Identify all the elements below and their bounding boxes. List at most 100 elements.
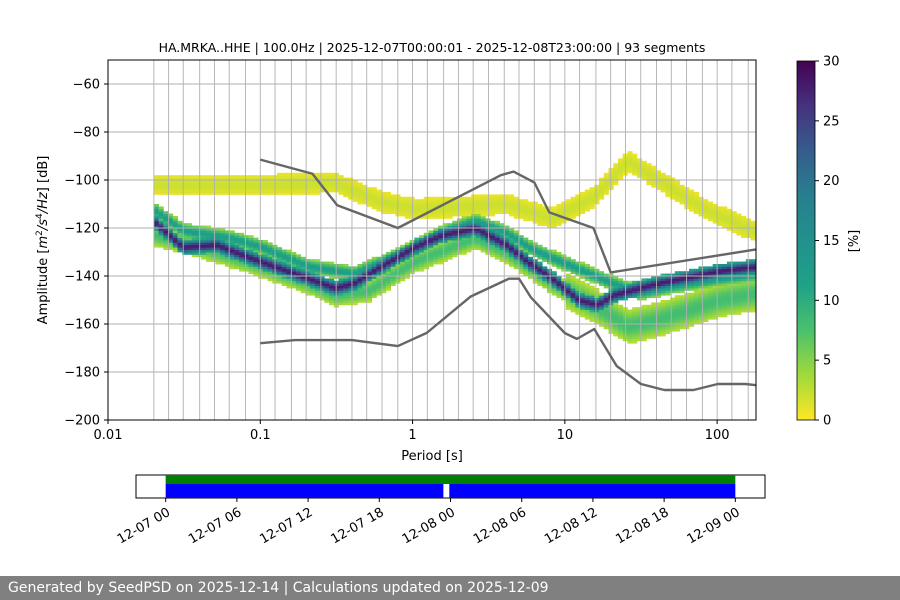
psd-density-cell — [741, 278, 747, 282]
psd-density-cell — [651, 288, 657, 291]
psd-density-cell — [736, 261, 742, 265]
psd-density-cell — [366, 189, 373, 193]
psd-density-cell — [556, 220, 562, 224]
psd-density-cell — [357, 192, 363, 195]
psd-density-cell — [276, 254, 283, 258]
psd-density-cell — [665, 182, 671, 186]
psd-density-cell — [651, 333, 657, 337]
psd-density-cell — [366, 187, 373, 190]
psd-density-cell — [475, 194, 482, 198]
psd-density-cell — [300, 261, 306, 265]
psd-density-cell — [362, 266, 368, 270]
psd-density-cell — [220, 244, 226, 248]
psd-density-cell — [641, 170, 647, 174]
psd-density-cell — [447, 232, 453, 236]
psd-density-cell — [253, 240, 259, 243]
psd-density-cell — [703, 319, 709, 322]
psd-density-cell — [442, 254, 448, 258]
psd-density-cell — [286, 184, 292, 188]
psd-density-cell — [295, 187, 302, 190]
psd-density-cell — [750, 232, 756, 236]
psd-density-cell — [229, 242, 235, 246]
psd-density-cell — [632, 326, 638, 330]
psd-density-cell — [276, 192, 283, 195]
psd-density-cell — [750, 268, 756, 272]
psd-density-cell — [513, 249, 519, 253]
psd-density-cell — [551, 249, 557, 253]
psd-density-cell — [276, 259, 283, 262]
psd-density-cell — [182, 180, 188, 183]
psd-density-cell — [532, 216, 538, 219]
psd-density-cell — [518, 235, 524, 238]
psd-density-cell — [186, 175, 193, 178]
psd-density-cell — [726, 220, 733, 224]
psd-density-cell — [428, 199, 434, 202]
psd-density-cell — [281, 254, 287, 258]
psd-density-cell — [589, 266, 595, 270]
psd-density-cell — [419, 237, 425, 241]
psd-density-cell — [404, 271, 410, 274]
psd-density-cell — [224, 232, 231, 236]
psd-density-cell — [665, 175, 671, 178]
psd-density-cell — [532, 242, 538, 246]
psd-density-cell — [561, 288, 567, 291]
psd-density-cell — [561, 218, 567, 222]
psd-density-cell — [281, 187, 287, 190]
psd-density-cell — [499, 259, 505, 262]
psd-density-cell — [172, 177, 178, 181]
psd-density-cell — [726, 309, 733, 313]
psd-density-cell — [348, 194, 354, 198]
psd-density-cell — [243, 187, 249, 190]
psd-density-cell — [215, 189, 221, 193]
psd-density-cell — [750, 295, 756, 298]
psd-density-cell — [447, 237, 453, 241]
psd-density-cell — [641, 295, 647, 298]
psd-density-cell — [509, 230, 515, 234]
psd-density-cell — [736, 213, 742, 217]
psd-density-cell — [224, 242, 231, 246]
psd-density-cell — [490, 249, 496, 253]
psd-density-cell — [641, 160, 647, 164]
psd-density-cell — [182, 223, 188, 226]
psd-density-cell — [291, 177, 297, 181]
psd-density-cell — [641, 333, 647, 337]
psd-density-cell — [224, 189, 231, 193]
colorbar-tick-label: 15 — [823, 234, 840, 249]
psd-density-cell — [556, 259, 562, 262]
psd-density-cell — [494, 220, 500, 224]
psd-density-cell — [224, 180, 231, 183]
psd-density-cell — [712, 216, 718, 219]
psd-density-cell — [229, 175, 235, 178]
psd-density-cell — [504, 201, 510, 205]
psd-density-cell — [679, 285, 685, 289]
psd-density-cell — [324, 278, 330, 282]
plot-area-border — [107, 59, 757, 421]
psd-density-cell — [191, 232, 197, 236]
psd-density-cell — [693, 201, 699, 205]
psd-density-cell — [201, 228, 207, 231]
psd-density-cell — [594, 302, 600, 306]
psd-density-cell — [239, 264, 245, 267]
psd-density-cell — [679, 314, 685, 318]
psd-density-cell — [494, 252, 500, 255]
psd-density-cell — [570, 206, 576, 210]
psd-density-cell — [433, 204, 439, 207]
psd-density-cell — [693, 196, 699, 200]
psd-density-cell — [366, 288, 373, 291]
psd-density-cell — [679, 288, 685, 291]
psd-density-cell — [551, 254, 557, 258]
psd-density-cell — [641, 309, 647, 313]
psd-density-cell — [295, 280, 302, 284]
psd-density-cell — [447, 254, 453, 258]
psd-density-cell — [731, 271, 737, 274]
psd-density-cell — [324, 285, 330, 289]
psd-density-cell — [172, 240, 178, 243]
psd-density-cell — [670, 316, 676, 320]
psd-density-cell — [153, 204, 159, 207]
psd-density-cell — [655, 304, 661, 308]
psd-density-cell — [551, 208, 557, 212]
psd-density-cell — [712, 266, 718, 270]
psd-density-cell — [215, 261, 221, 265]
colorbar-tick-label: 0 — [823, 414, 831, 429]
psd-density-cell — [414, 247, 420, 250]
